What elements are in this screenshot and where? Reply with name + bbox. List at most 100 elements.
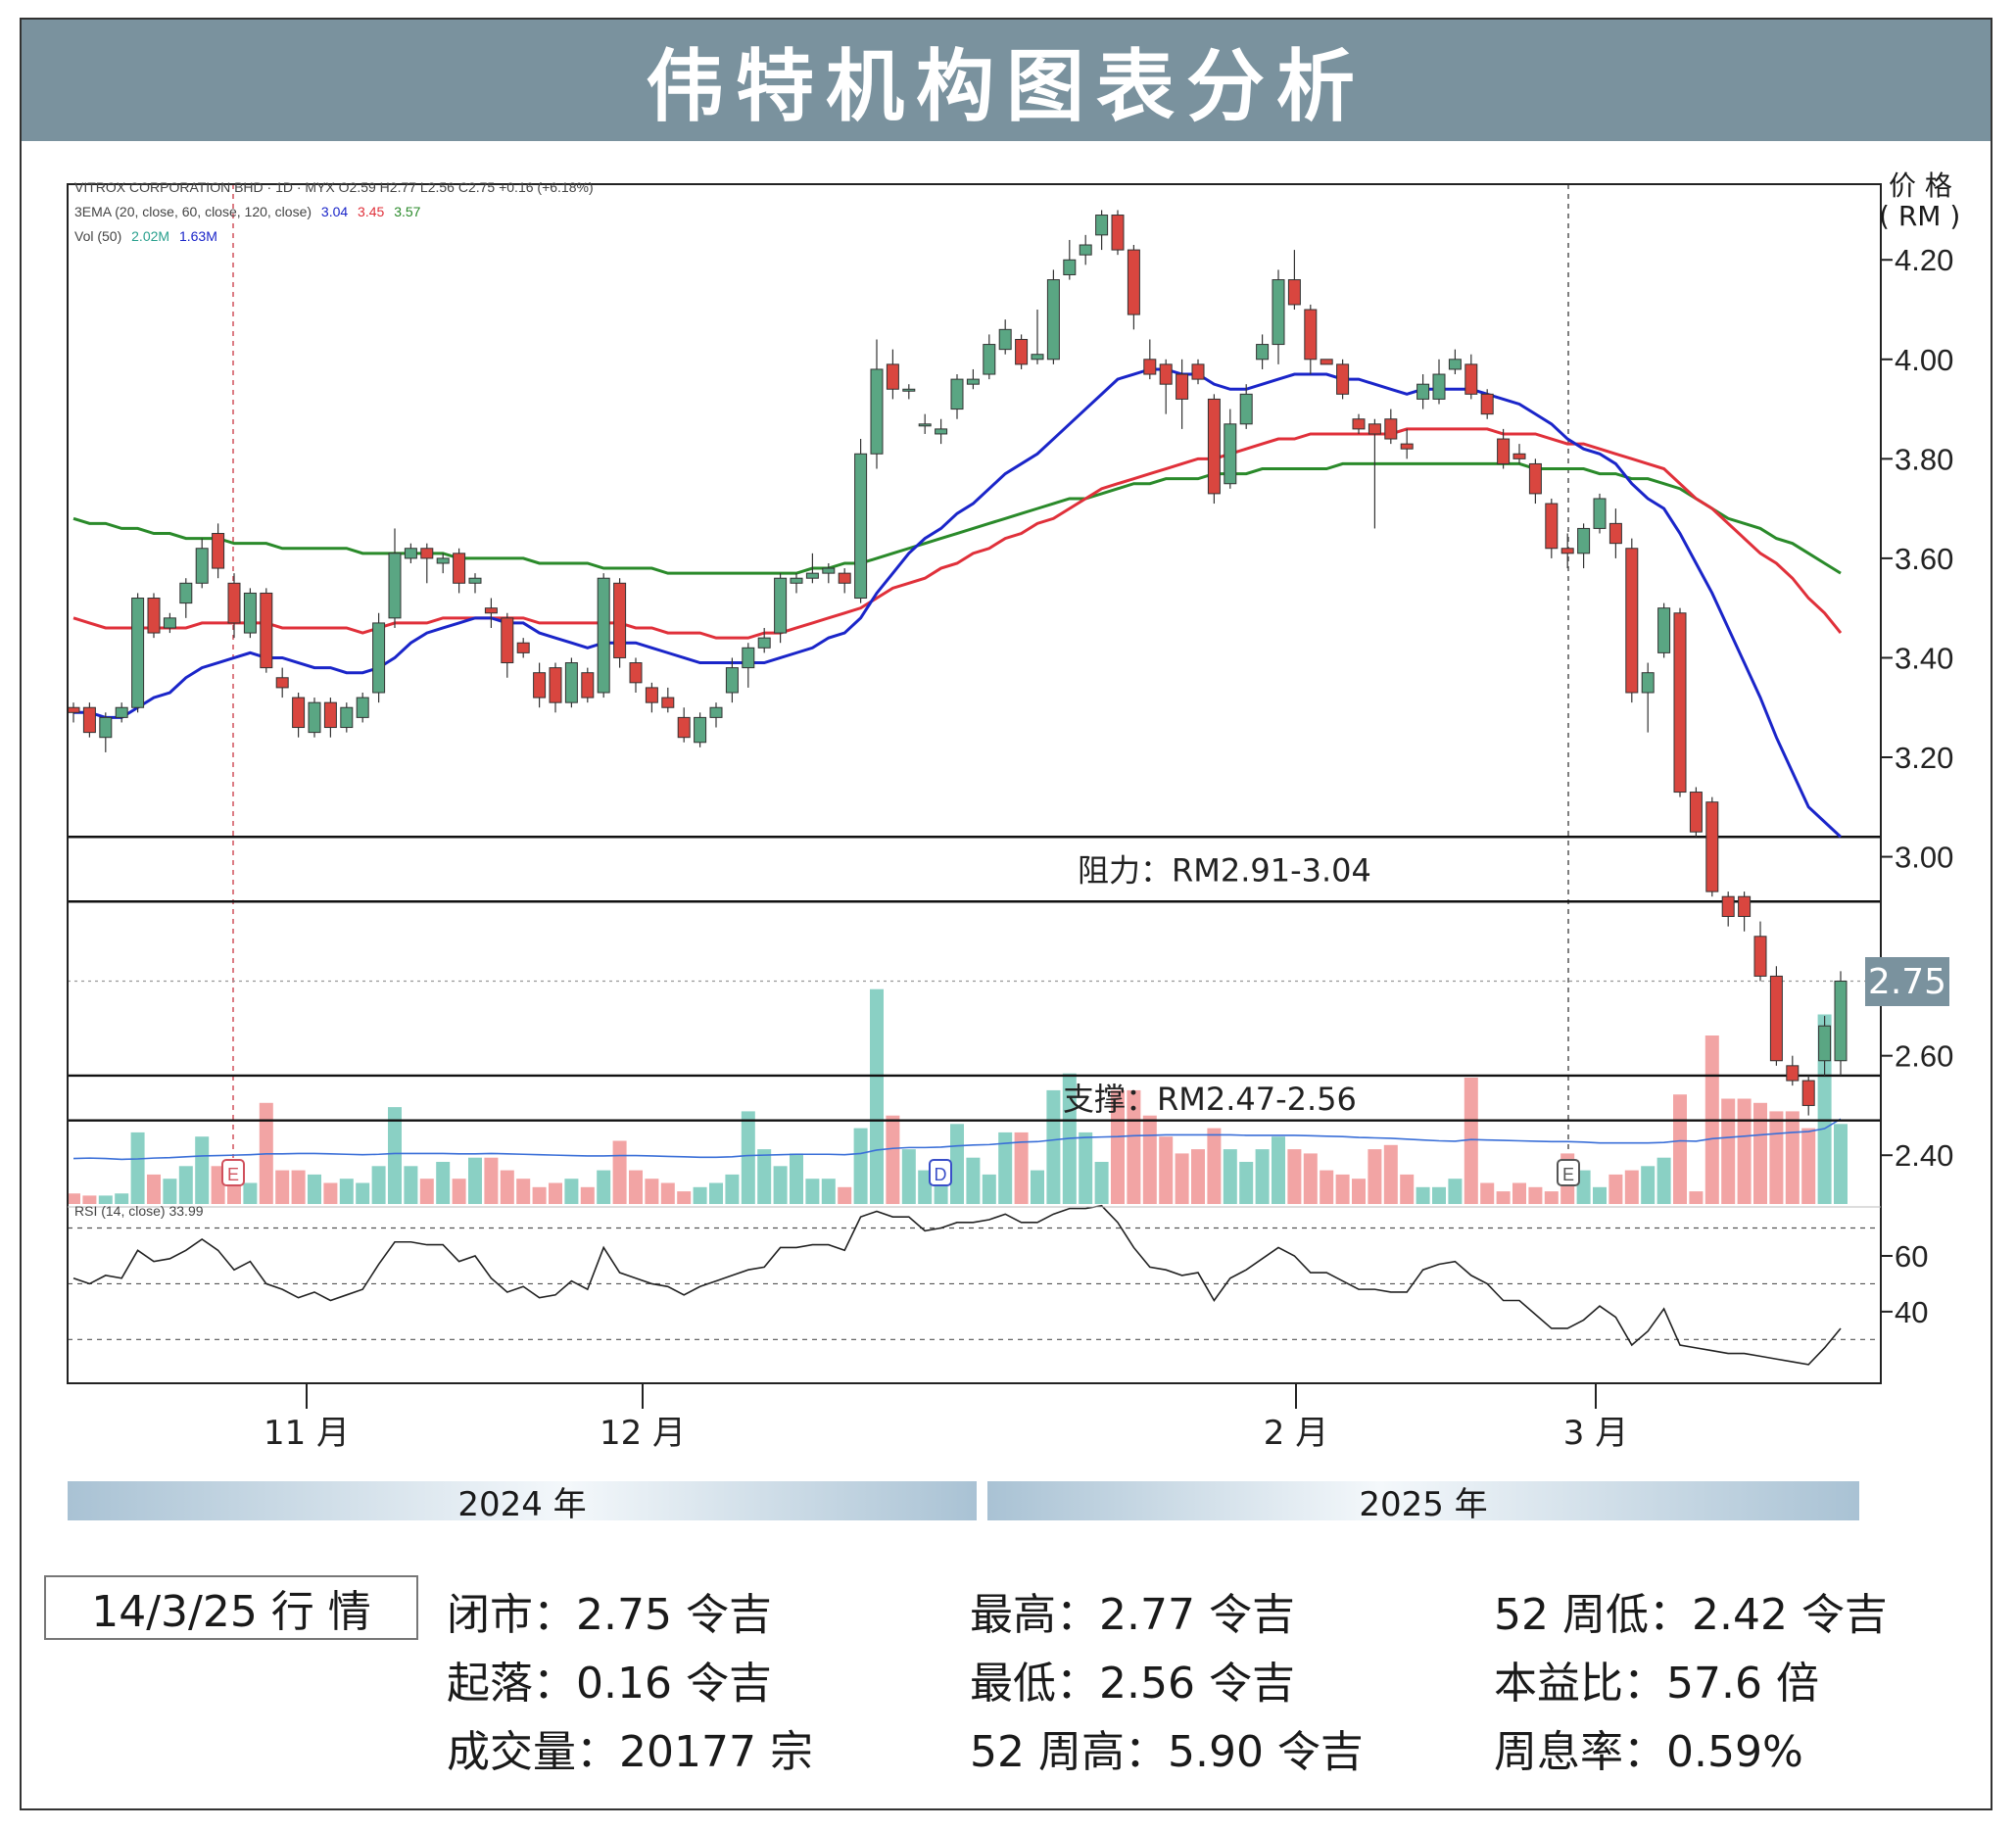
- candle-body: [549, 667, 562, 703]
- candle-body: [1497, 438, 1511, 464]
- ema120-value: 3.57: [394, 204, 420, 219]
- year-2024-label: 2024 年: [457, 1484, 587, 1524]
- candle-body: [1159, 363, 1173, 385]
- candle-body: [629, 662, 643, 684]
- candle-body: [613, 582, 627, 658]
- candle-body: [1031, 354, 1044, 361]
- volume-bar: [1593, 1186, 1607, 1204]
- volume-bar: [291, 1170, 306, 1204]
- volume-bar: [82, 1195, 97, 1204]
- ema60-value: 3.45: [358, 204, 384, 219]
- stat-52w-low: 52 周低：2.42 令吉: [1494, 1590, 1888, 1640]
- support-label: 支撑：RM2.47-2.56: [1063, 1081, 1357, 1118]
- candle-body: [99, 716, 113, 739]
- volume-bar: [629, 1170, 643, 1204]
- price-tick-label: 3.00: [1895, 841, 1953, 875]
- stat-close: 闭市：2.75 令吉: [447, 1590, 772, 1640]
- candle-body: [1801, 1080, 1815, 1106]
- price-tick-label: 3.60: [1895, 542, 1953, 576]
- volume-bar: [1801, 1128, 1816, 1204]
- volume-bar: [419, 1179, 434, 1204]
- candle-body: [292, 697, 306, 729]
- candle-body: [1480, 393, 1494, 415]
- ema20-value: 3.04: [321, 204, 348, 219]
- volume-bar: [1255, 1149, 1270, 1204]
- event-marker-e1: [221, 1159, 245, 1186]
- volume-bar: [1496, 1191, 1511, 1204]
- volume-bar: [1159, 1136, 1174, 1204]
- candle-body: [356, 697, 369, 718]
- volume-bar: [1480, 1182, 1495, 1204]
- volume-bar: [1287, 1149, 1302, 1204]
- volume-bar: [1769, 1111, 1784, 1204]
- volume-bar: [1079, 1132, 1093, 1204]
- candle-body: [388, 553, 402, 619]
- ema20-line: [73, 367, 1843, 839]
- candle-body: [1015, 338, 1029, 365]
- candle-body: [1512, 453, 1526, 459]
- volume-bar: [1223, 1149, 1237, 1204]
- month-tick-label: 3 月: [1563, 1414, 1628, 1453]
- year-2025-label: 2025 年: [1359, 1484, 1488, 1524]
- price-unit-line1: 价 格: [1889, 169, 1952, 202]
- volume-bar: [1320, 1170, 1334, 1204]
- volume-bar: [275, 1170, 290, 1204]
- stat-low: 最低：2.56 令吉: [970, 1659, 1295, 1709]
- volume-bar: [243, 1182, 258, 1204]
- candle-body: [1368, 423, 1381, 435]
- volume-bar: [1608, 1174, 1623, 1204]
- candle-body: [1738, 895, 1752, 917]
- price-tick-label: 3.20: [1895, 741, 1953, 775]
- candle-body: [1608, 522, 1622, 545]
- candle-body: [372, 622, 386, 694]
- volume-bar: [741, 1111, 755, 1204]
- volume-bar: [1432, 1186, 1446, 1204]
- candle-body: [1593, 498, 1607, 529]
- volume-bar: [163, 1179, 177, 1204]
- candle-body: [564, 662, 578, 703]
- candle-body: [1111, 215, 1125, 251]
- vol-legend-label: Vol (50): [74, 228, 121, 244]
- candle-body: [1834, 981, 1848, 1062]
- candle-body: [1577, 527, 1591, 554]
- candle-body: [1818, 1025, 1832, 1062]
- candle-body: [870, 368, 884, 455]
- year-bar-2024: 2024 年: [68, 1481, 977, 1524]
- volume-bar: [436, 1162, 451, 1204]
- price-tick-label: 2.40: [1895, 1138, 1953, 1173]
- volume-bar: [516, 1179, 531, 1204]
- candle-body: [163, 617, 176, 629]
- candle-body: [1207, 398, 1221, 495]
- volume-bar: [1175, 1153, 1189, 1204]
- volume-bar: [612, 1140, 627, 1204]
- volume-bar: [677, 1191, 692, 1204]
- month-tick-label: 2 月: [1264, 1414, 1328, 1453]
- candle-body: [950, 378, 964, 410]
- candle-body: [1416, 383, 1430, 400]
- title-banner: 伟特机构图表分析: [22, 20, 1991, 141]
- volume-bar: [1416, 1186, 1430, 1204]
- volume-bar: [147, 1174, 161, 1204]
- candle-body: [1287, 279, 1301, 306]
- candle-body: [243, 592, 257, 634]
- volume-bar: [1272, 1136, 1285, 1204]
- candle-body: [1063, 259, 1077, 275]
- rsi-tick-label: 60: [1895, 1239, 1928, 1274]
- volume-bar: [1400, 1174, 1415, 1204]
- candle-body: [935, 428, 948, 435]
- candle-body: [533, 672, 547, 698]
- candle-body: [323, 701, 337, 729]
- candle-body: [838, 572, 851, 584]
- candle-body: [822, 567, 836, 574]
- candle-body: [404, 548, 417, 559]
- candle-body: [1786, 1065, 1800, 1082]
- volume-bar: [452, 1179, 466, 1204]
- candle-body: [1352, 418, 1366, 430]
- candle-body: [709, 706, 723, 718]
- candle-body: [1143, 359, 1157, 375]
- candle-body: [966, 378, 980, 385]
- volume-bar: [1656, 1157, 1671, 1204]
- volume-bar: [1368, 1149, 1382, 1204]
- candle-body: [67, 706, 80, 713]
